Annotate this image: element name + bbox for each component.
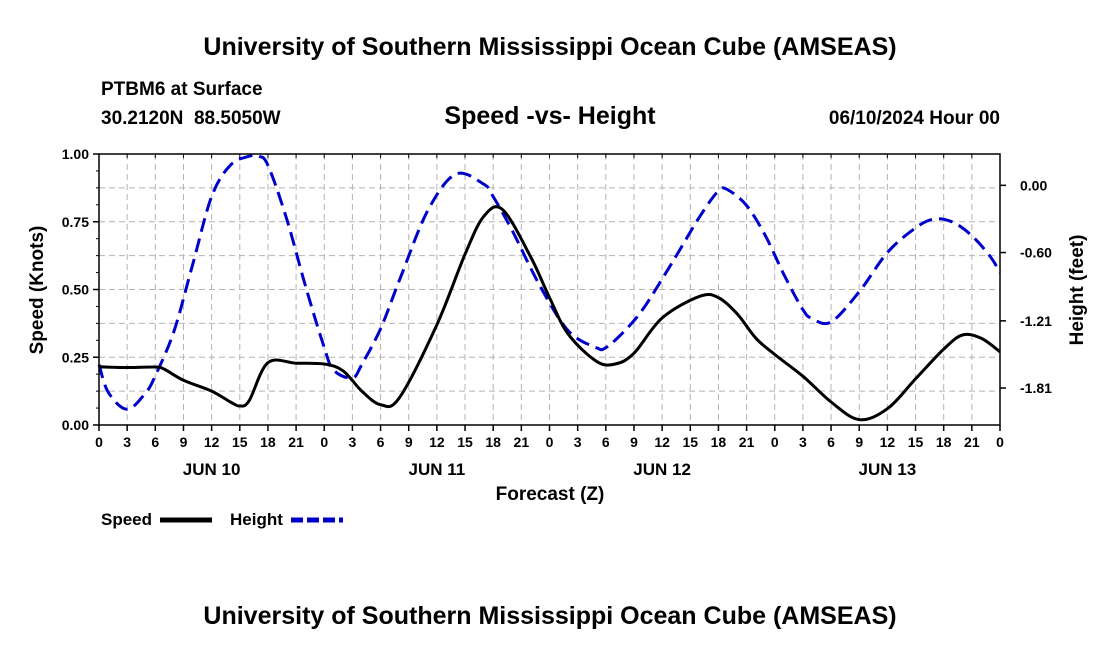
- x-tick-label: 0: [771, 434, 779, 450]
- x-tick-label: 21: [964, 434, 980, 450]
- x-tick-label: 15: [457, 434, 473, 450]
- right-axis-label: Height (feet): [1067, 235, 1088, 346]
- x-tick-label: 21: [288, 434, 304, 450]
- x-tick-label: 15: [232, 434, 248, 450]
- day-label: JUN 13: [859, 460, 917, 479]
- x-tick-label: 18: [485, 434, 501, 450]
- x-axis-label: Forecast (Z): [496, 484, 605, 505]
- right-axis: 0.00 -0.60 -1.21 -1.81: [1000, 177, 1052, 396]
- date-label: 06/10/2024 Hour 00: [829, 108, 1000, 129]
- left-tick-label: 0.50: [62, 282, 89, 298]
- x-tick-label: 18: [936, 434, 952, 450]
- x-axis: 0 3 6 9 12 15 18 21 0 3 6 9 12 15 18 21 0 3 6 9 12 15 18 21 0 3 6 9…: [95, 154, 1004, 479]
- x-tick-label: 18: [711, 434, 727, 450]
- x-tick-label: 6: [602, 434, 610, 450]
- chart-title: University of Southern Mississippi Ocean…: [203, 33, 896, 61]
- x-tick-label: 0: [996, 434, 1004, 450]
- station-label: PTBM6 at Surface: [101, 79, 263, 100]
- left-tick-label: 0.75: [62, 214, 89, 230]
- x-tick-label: 9: [855, 434, 863, 450]
- series-line-speed: [98, 205, 1001, 422]
- x-tick-label: 3: [799, 434, 807, 450]
- legend-speed-label: Speed: [101, 510, 152, 529]
- x-tick-label: 12: [429, 434, 445, 450]
- left-tick-label: 0.25: [62, 349, 89, 365]
- x-tick-label: 21: [514, 434, 530, 450]
- x-tick-label: 0: [95, 434, 103, 450]
- x-tick-label: 9: [630, 434, 638, 450]
- left-axis: 0.00 0.25 0.50 0.75 1.00: [62, 146, 99, 433]
- x-tick-label: 15: [682, 434, 698, 450]
- x-tick-label: 9: [180, 434, 188, 450]
- day-label: JUN 11: [409, 460, 466, 479]
- x-tick-label: 6: [377, 434, 385, 450]
- series-lines: [97, 153, 1002, 422]
- left-axis-label: Speed (Knots): [27, 226, 48, 355]
- x-tick-label: 3: [123, 434, 131, 450]
- right-tick-label: 0.00: [1020, 177, 1047, 193]
- x-tick-label: 6: [827, 434, 835, 450]
- x-tick-label: 21: [739, 434, 755, 450]
- right-tick-label: -1.21: [1020, 313, 1052, 329]
- x-tick-label: 9: [405, 434, 413, 450]
- x-tick-label: 12: [880, 434, 896, 450]
- x-tick-label: 3: [574, 434, 582, 450]
- plot-frame: [98, 153, 1001, 426]
- right-tick-label: -0.60: [1020, 245, 1052, 261]
- series-line-height: [97, 153, 1002, 411]
- left-tick-label: 0.00: [62, 417, 89, 433]
- x-tick-label: 0: [546, 434, 554, 450]
- right-tick-label: -1.81: [1020, 380, 1052, 396]
- x-tick-label: 0: [320, 434, 328, 450]
- x-tick-label: 18: [260, 434, 276, 450]
- day-label: JUN 12: [633, 460, 691, 479]
- day-label: JUN 10: [183, 460, 241, 479]
- x-tick-label: 12: [204, 434, 220, 450]
- footer-title: University of Southern Mississippi Ocean…: [203, 602, 896, 630]
- left-tick-label: 1.00: [62, 146, 89, 162]
- coordinates-label: 30.2120N 88.5050W: [101, 108, 281, 129]
- chart-subtitle: Speed -vs- Height: [444, 102, 656, 130]
- x-tick-label: 15: [908, 434, 924, 450]
- x-tick-label: 6: [151, 434, 159, 450]
- legend: Speed Height: [101, 510, 343, 529]
- x-tick-label: 12: [654, 434, 670, 450]
- legend-height-label: Height: [230, 510, 283, 529]
- grid-lines: [99, 154, 1000, 425]
- x-tick-label: 3: [349, 434, 357, 450]
